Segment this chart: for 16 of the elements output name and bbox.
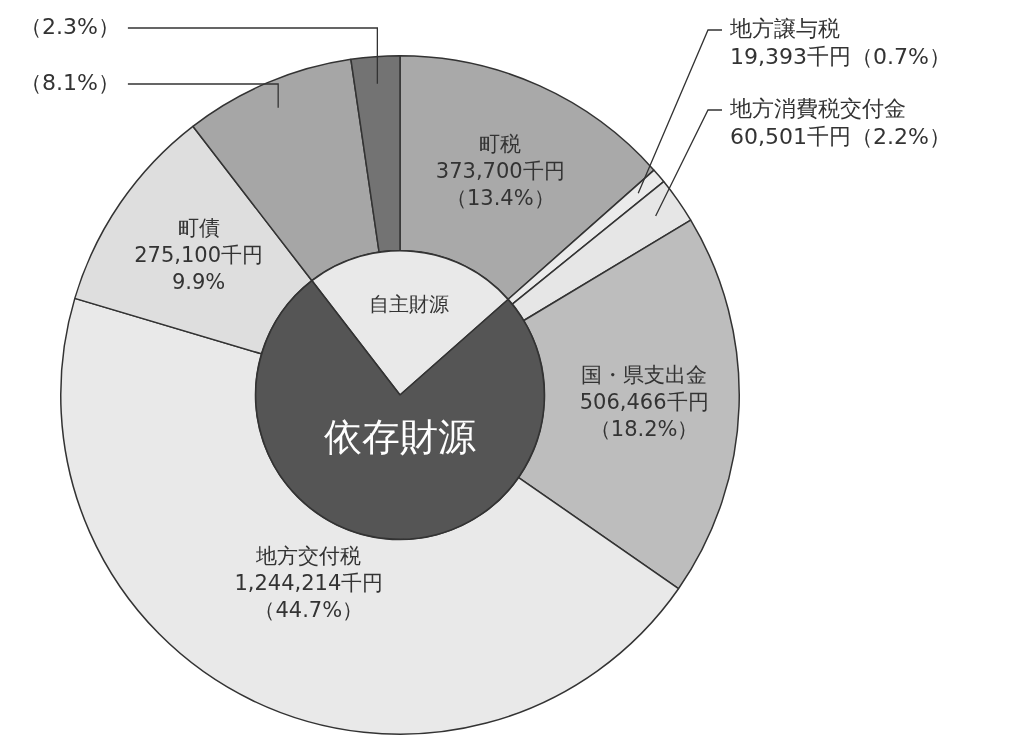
slice-label: 地方消費税交付金	[729, 95, 906, 121]
slice-label: 町税	[479, 131, 522, 156]
slice-label: 依存財源	[324, 414, 476, 459]
slice-label: 自主財源	[368, 292, 449, 317]
slice-label: 地方譲与税	[729, 15, 840, 41]
slice-label: 町債	[177, 216, 220, 241]
data-label: 373,700千円（13.4%）	[435, 158, 565, 210]
data-label: 1,244,214千円（44.7%）	[234, 571, 384, 622]
slice-label: 国・県支出金	[581, 362, 708, 387]
data-label: 60,501千円（2.2%）	[730, 123, 951, 149]
data-label: （2.3%）	[20, 13, 120, 39]
data-label: 19,393千円（0.7%）	[730, 43, 951, 69]
slice-label: 地方交付税	[255, 544, 362, 568]
data-label: 275,100千円 9.9%	[134, 243, 264, 295]
data-label: （8.1%）	[20, 69, 120, 95]
data-label: 506,466千円（18.2%）	[579, 389, 709, 441]
